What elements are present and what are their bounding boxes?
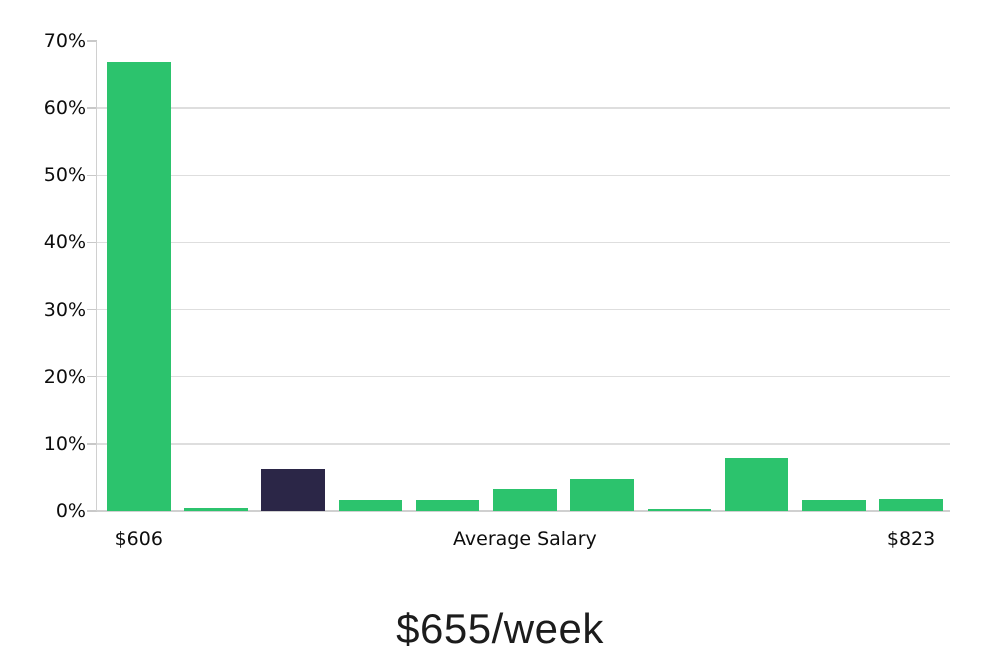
y-tick-label-10: 10% — [43, 432, 86, 455]
x-axis-label-0: $606 — [114, 528, 163, 550]
y-tick-label-50: 50% — [43, 164, 86, 187]
bar — [107, 61, 171, 511]
bar-highlighted — [261, 468, 325, 511]
y-tick-label-40: 40% — [43, 231, 86, 254]
x-axis-label-5: Average Salary — [453, 528, 597, 550]
y-axis-line — [95, 41, 98, 511]
bar — [570, 478, 634, 511]
gridline-30 — [96, 308, 950, 311]
bar — [493, 488, 557, 511]
gridline-20 — [96, 376, 950, 378]
x-axis-baseline — [96, 510, 950, 512]
y-tick-70 — [86, 40, 97, 42]
y-tick-20 — [86, 376, 97, 378]
y-tick-label-60: 60% — [43, 97, 86, 120]
bar — [184, 508, 248, 511]
y-tick-label-0: 0% — [55, 500, 86, 522]
chart-title: $655/week — [396, 605, 604, 652]
bar — [879, 498, 943, 511]
gridline-50 — [96, 174, 950, 176]
bar — [802, 500, 866, 511]
y-tick-label-20: 20% — [43, 365, 86, 388]
x-axis-label-10: $823 — [886, 528, 936, 550]
y-tick-10 — [86, 443, 97, 445]
y-tick-label-70: 70% — [43, 30, 86, 53]
y-tick-30 — [86, 308, 97, 311]
plot-area: 0% 10% 20% 30% 40% 50% 60% 70% $606 Average Salar… — [43, 30, 950, 550]
bar — [338, 500, 403, 511]
y-tick-50 — [86, 174, 97, 176]
bar — [724, 457, 789, 511]
y-tick-label-30: 30% — [43, 298, 86, 321]
bar — [415, 499, 480, 511]
gridline-60 — [96, 107, 950, 109]
gridline-10 — [96, 443, 950, 445]
y-tick-0 — [86, 510, 97, 512]
y-tick-60 — [86, 107, 97, 109]
y-tick-40 — [86, 241, 97, 244]
gridline-40 — [96, 241, 950, 244]
bar — [647, 508, 712, 511]
